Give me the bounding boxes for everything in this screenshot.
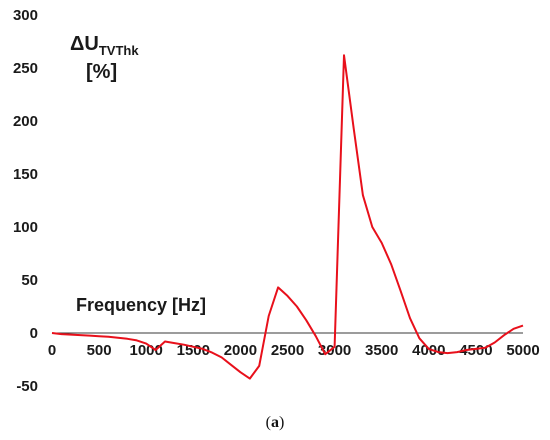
x-tick-label: 500 <box>87 342 112 359</box>
data-point <box>494 342 496 344</box>
y-tick-label: 0 <box>30 325 38 342</box>
x-tick-labels: 0 500 1000 1500 2000 2500 3000 3500 4000 4500 5000 <box>48 342 540 359</box>
data-point <box>456 351 458 353</box>
data-point <box>287 295 289 297</box>
y-tick-label: 50 <box>21 272 38 289</box>
data-point <box>513 328 515 330</box>
y-tick-label: 300 <box>13 7 38 24</box>
data-point <box>183 344 185 346</box>
data-point <box>268 315 270 317</box>
data-point <box>70 334 72 336</box>
data-point <box>466 349 468 351</box>
data-point <box>239 371 241 373</box>
data-point <box>352 125 354 127</box>
data-point <box>428 348 430 350</box>
data-point <box>117 337 119 339</box>
data-point <box>400 290 402 292</box>
data-point <box>522 325 524 327</box>
data-point <box>447 352 449 354</box>
data-point <box>334 346 336 348</box>
data-point <box>409 317 411 319</box>
x-tick-label: 3000 <box>318 342 351 359</box>
data-point <box>484 347 486 349</box>
data-point <box>211 352 213 354</box>
data-point <box>324 353 326 355</box>
data-point <box>343 54 345 56</box>
data-point <box>221 356 223 358</box>
x-tick-label: 3500 <box>365 342 398 359</box>
data-point <box>126 338 128 340</box>
data-point <box>108 336 110 338</box>
data-point <box>60 333 62 335</box>
y-tick-label: -50 <box>16 378 38 395</box>
chart: -50 0 50 100 150 200 250 300 0 500 1000 1500 2000 25… <box>13 7 540 395</box>
data-point <box>277 286 279 288</box>
data-point <box>202 348 204 350</box>
y-tick-label: 250 <box>13 60 38 77</box>
y-tick-label: 150 <box>13 166 38 183</box>
x-tick-label: 0 <box>48 342 56 359</box>
data-point <box>145 343 147 345</box>
caption-letter: a <box>271 414 279 431</box>
figure-caption: (a) <box>265 414 285 431</box>
data-point <box>381 242 383 244</box>
data-point <box>174 342 176 344</box>
data-point <box>362 194 364 196</box>
data-point <box>230 364 232 366</box>
x-tick-label: 4000 <box>412 342 445 359</box>
data-point <box>437 351 439 353</box>
x-tick-label: 2500 <box>271 342 304 359</box>
data-point <box>390 263 392 265</box>
series-line <box>51 54 524 380</box>
data-point <box>371 226 373 228</box>
data-point <box>98 335 100 337</box>
y-tick-labels: -50 0 50 100 150 200 250 300 <box>13 7 38 395</box>
y-tick-label: 200 <box>13 113 38 130</box>
x-tick-label: 2000 <box>224 342 257 359</box>
data-point <box>503 334 505 336</box>
x-axis-label: Frequency [Hz] <box>76 295 206 315</box>
data-point <box>164 341 166 343</box>
data-points <box>51 54 524 379</box>
data-point <box>258 365 260 367</box>
x-tick-label: 1500 <box>177 342 210 359</box>
x-tick-label: 1000 <box>130 342 163 359</box>
data-point <box>315 335 317 337</box>
y-axis-unit: [%] <box>86 61 117 83</box>
data-point <box>89 335 91 337</box>
data-point <box>418 337 420 339</box>
x-tick-label: 4500 <box>459 342 492 359</box>
data-point <box>475 348 477 350</box>
data-point <box>79 334 81 336</box>
data-point <box>305 319 307 321</box>
data-point <box>249 378 251 380</box>
y-axis-label: ΔUTVThk <box>70 33 139 58</box>
x-tick-label: 5000 <box>506 342 539 359</box>
data-point <box>136 339 138 341</box>
data-point <box>296 306 298 308</box>
y-tick-label: 100 <box>13 219 38 236</box>
data-point <box>192 346 194 348</box>
data-point <box>51 332 53 334</box>
data-point <box>155 349 157 351</box>
